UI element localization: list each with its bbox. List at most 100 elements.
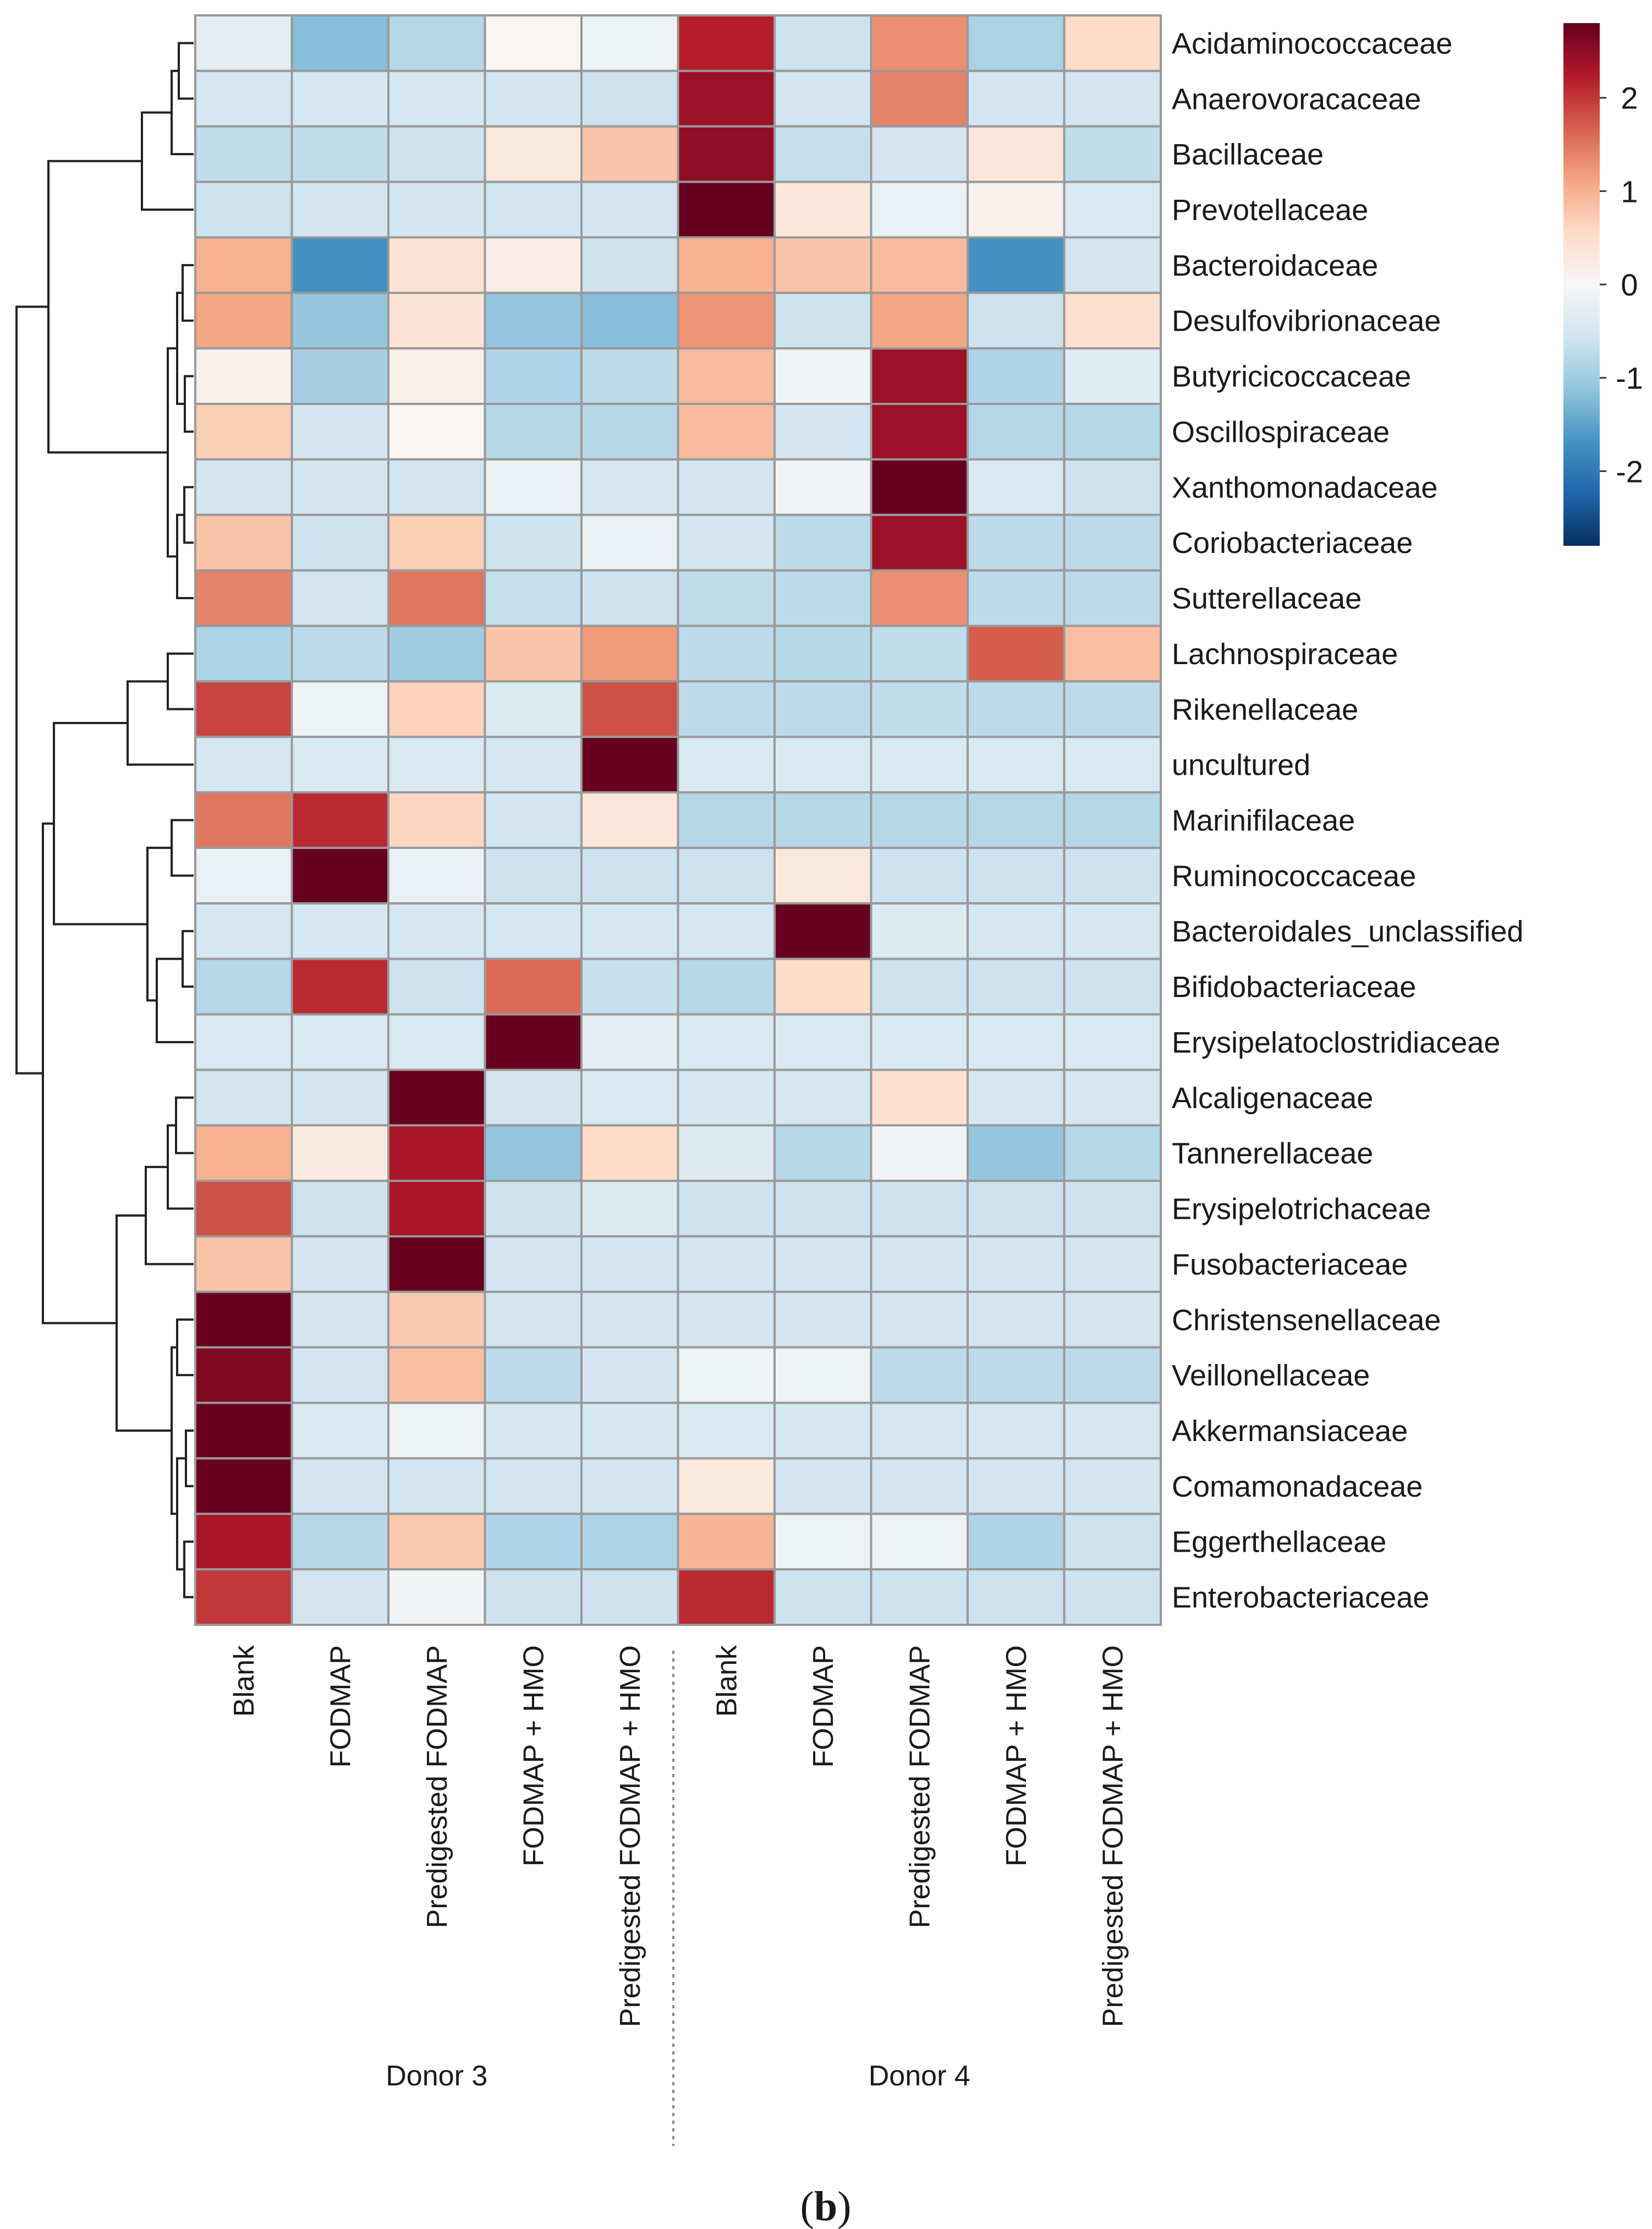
heatmap-cell <box>290 1401 389 1460</box>
heatmap-cell <box>677 1513 776 1571</box>
heatmap-cell <box>484 1346 583 1404</box>
heatmap-cell <box>194 791 293 849</box>
heatmap-cell <box>387 1401 486 1460</box>
dendrogram-branch <box>171 69 194 156</box>
heatmap-cell <box>290 1290 389 1349</box>
heatmap-cell <box>967 1513 1066 1571</box>
heatmap-cell <box>773 1069 872 1127</box>
heatmap-cell <box>677 14 776 72</box>
dendrogram-branch <box>15 305 48 1075</box>
heatmap-cell <box>194 1069 293 1127</box>
heatmap-cell <box>387 236 486 294</box>
heatmap-cell <box>677 458 776 516</box>
dendrogram-branch <box>156 957 194 1043</box>
column-label: Predigested FODMAP <box>421 1645 453 1928</box>
heatmap-cell <box>194 1513 293 1571</box>
heatmap-cell <box>290 292 389 350</box>
heatmap-cell <box>1063 680 1162 738</box>
heatmap-cell <box>773 125 872 183</box>
heatmap-cell <box>677 403 776 461</box>
heatmap-cell <box>290 791 389 849</box>
heatmap-cell <box>1063 69 1162 128</box>
heatmap-cell <box>387 957 486 1016</box>
heatmap-cell <box>1063 1013 1162 1071</box>
heatmap-cell <box>484 292 583 350</box>
heatmap-cell <box>484 1180 583 1237</box>
colorbar-gradient <box>1563 23 1600 546</box>
heatmap-cell <box>194 458 293 516</box>
heatmap-cell <box>580 513 679 572</box>
heatmap-cell <box>773 292 872 350</box>
heatmap-cell <box>773 69 872 128</box>
heatmap-cell <box>484 1124 583 1182</box>
heatmap-cell <box>484 1069 583 1127</box>
heatmap-cell <box>387 680 486 738</box>
heatmap-cell <box>773 1568 872 1626</box>
heatmap-cell <box>194 69 293 128</box>
heatmap-cell <box>194 1290 293 1349</box>
heatmap-cell <box>580 680 679 738</box>
heatmap-cell <box>773 569 872 627</box>
heatmap-cell <box>967 680 1066 738</box>
heatmap-cell <box>967 957 1066 1016</box>
heatmap-cell <box>387 569 486 627</box>
heatmap-cell <box>484 846 583 905</box>
heatmap-cell <box>1063 125 1162 183</box>
heatmap-cell <box>1063 236 1162 294</box>
heatmap-cell <box>580 69 679 128</box>
heatmap-cell <box>194 292 293 350</box>
heatmap-cell <box>677 1290 776 1349</box>
row-label: Alcaligenaceae <box>1172 1082 1373 1115</box>
heatmap-cell <box>967 1568 1066 1626</box>
heatmap-cell <box>1063 403 1162 461</box>
colorbar-tick-label: 1 <box>1621 174 1638 209</box>
dendrogram-branch <box>182 930 194 988</box>
column-label: Predigested FODMAP + HMO <box>614 1645 646 2027</box>
heatmap-cell <box>1063 458 1162 516</box>
heatmap-cell <box>194 1235 293 1293</box>
heatmap-cell <box>290 458 389 516</box>
heatmap-cell <box>967 125 1066 183</box>
heatmap-cell <box>1063 14 1162 72</box>
heatmap-cell <box>580 569 679 627</box>
heatmap-cell <box>484 680 583 738</box>
heatmap-cell <box>194 1401 293 1460</box>
dendrogram-branch <box>183 486 194 544</box>
column-label: FODMAP + HMO <box>1001 1645 1033 1866</box>
heatmap-cell <box>484 1457 583 1515</box>
heatmap-cell <box>580 292 679 350</box>
heatmap-cell <box>580 1568 679 1626</box>
heatmap-cell <box>773 1124 872 1182</box>
colorbar-tick-label: 0 <box>1621 267 1638 302</box>
heatmap-cell <box>387 1290 486 1349</box>
heatmap-cell <box>870 458 969 516</box>
dendrogram-branch <box>184 375 194 433</box>
heatmap-cell <box>387 625 486 683</box>
heatmap-cell <box>194 1180 293 1237</box>
heatmap-cell <box>773 1235 872 1293</box>
heatmap-cell <box>484 458 583 516</box>
heatmap-cell <box>484 69 583 128</box>
heatmap-cell <box>580 1513 679 1571</box>
dendrogram-branch <box>47 160 168 454</box>
heatmap-cell <box>194 403 293 461</box>
heatmap-cell <box>967 1235 1066 1293</box>
column-labels: Blank FODMAP Predigested FODMAP FODMAP + HM… <box>228 1645 1129 2027</box>
heatmap-cell <box>290 1013 389 1071</box>
heatmap-cell <box>580 1069 679 1127</box>
row-label: Desulfovibrionaceae <box>1172 305 1441 338</box>
heatmap-cell <box>580 625 679 683</box>
heatmap-cell <box>194 569 293 627</box>
heatmap-cell <box>967 1013 1066 1071</box>
heatmap-cell <box>484 180 583 239</box>
heatmap-cell <box>677 1401 776 1460</box>
heatmap-cell <box>967 458 1066 516</box>
heatmap-cell <box>580 347 679 406</box>
heatmap-cell <box>580 403 679 461</box>
heatmap-cell <box>194 1568 293 1626</box>
heatmap-cell <box>773 1290 872 1349</box>
heatmap-cell <box>580 846 679 905</box>
heatmap-cell <box>870 1180 969 1237</box>
heatmap-cell <box>967 69 1066 128</box>
